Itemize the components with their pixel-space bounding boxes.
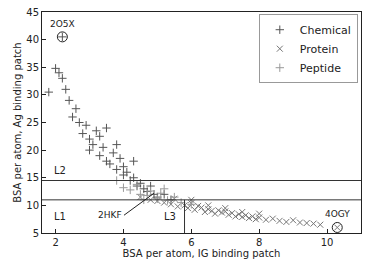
svg-text:L2: L2 <box>54 165 66 176</box>
svg-text:10: 10 <box>321 237 334 248</box>
svg-text:8: 8 <box>256 237 262 248</box>
svg-text:15: 15 <box>26 172 39 183</box>
svg-text:2: 2 <box>52 237 58 248</box>
svg-text:5: 5 <box>33 228 39 239</box>
svg-text:4: 4 <box>120 237 126 248</box>
svg-text:2HKF: 2HKF <box>98 210 122 220</box>
svg-text:L1: L1 <box>54 211 66 222</box>
svg-text:BSA per atom, Ag binding patch: BSA per atom, Ag binding patch <box>12 42 23 202</box>
svg-text:Protein: Protein <box>300 43 339 56</box>
svg-text:BSA per atom, IG binding patch: BSA per atom, IG binding patch <box>123 248 281 259</box>
svg-text:Peptide: Peptide <box>300 62 341 75</box>
svg-text:25: 25 <box>26 117 39 128</box>
svg-text:10: 10 <box>26 200 39 211</box>
svg-text:L3: L3 <box>164 211 176 222</box>
svg-text:2O5X: 2O5X <box>50 19 75 29</box>
svg-text:6: 6 <box>188 237 194 248</box>
svg-text:20: 20 <box>26 145 39 156</box>
svg-text:35: 35 <box>26 62 39 73</box>
svg-text:45: 45 <box>26 7 39 18</box>
svg-text:Chemical: Chemical <box>300 24 351 37</box>
svg-text:4OGY: 4OGY <box>325 209 350 219</box>
svg-text:30: 30 <box>26 89 39 100</box>
svg-text:40: 40 <box>26 34 39 45</box>
